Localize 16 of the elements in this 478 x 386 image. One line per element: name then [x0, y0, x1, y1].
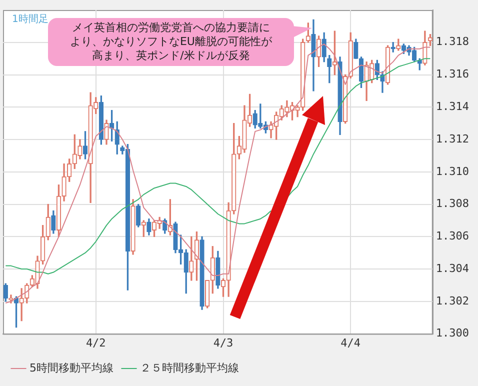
- x-tick-label: 4/3: [213, 336, 234, 350]
- x-tick-label: 4/2: [86, 336, 106, 350]
- y-tick-label: 1.304: [436, 262, 470, 275]
- annotation: 1時間足: [12, 12, 48, 26]
- y-tick-label: 1.300: [436, 326, 470, 340]
- y-tick-label: 1.316: [436, 68, 470, 81]
- y-tick-label: 1.310: [436, 164, 470, 178]
- legend-label: ２５時間移動平均線: [140, 361, 239, 374]
- legend-label: 5時間移動平均線: [30, 361, 114, 374]
- y-tick-label: 1.306: [436, 230, 470, 243]
- y-tick-label: 1.314: [436, 100, 470, 113]
- y-tick-label: 1.318: [436, 35, 470, 48]
- x-tick-label: 4/4: [340, 336, 361, 350]
- y-tick-label: 1.302: [436, 294, 470, 308]
- y-tick-label: 1.312: [436, 132, 470, 146]
- y-tick-label: 1.308: [436, 197, 470, 210]
